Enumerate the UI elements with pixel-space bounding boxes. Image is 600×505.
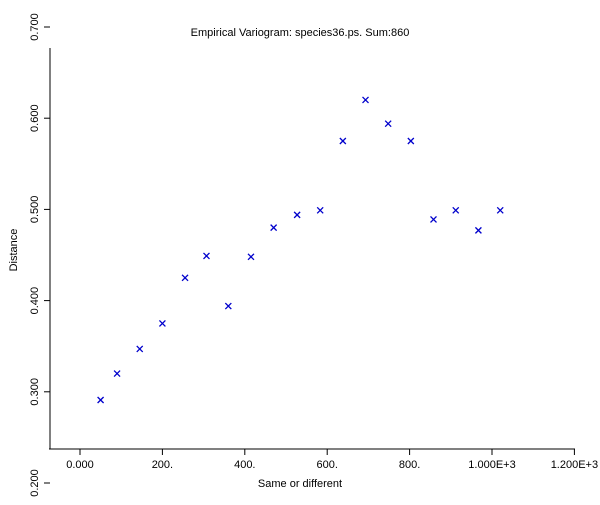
data-point (97, 396, 105, 404)
x-tick-label: 400. (234, 459, 255, 471)
data-point (384, 120, 392, 128)
x-tick-label: 0.000 (66, 459, 94, 471)
data-point (316, 206, 324, 214)
data-point (247, 253, 255, 261)
data-point (270, 224, 278, 232)
data-point (136, 345, 144, 353)
x-tick-label: 1.200E+3 (551, 459, 598, 471)
x-tick-label: 200. (152, 459, 173, 471)
y-axis-label: Distance (8, 229, 20, 272)
y-tick-label: 0.400 (29, 287, 41, 315)
y-axis-ticks: 0.200 0.300 0.400 0.500 0.600 0.700 (29, 13, 50, 497)
data-point (203, 252, 210, 260)
data-point (293, 211, 301, 219)
data-point (158, 319, 166, 327)
x-tick-label: 800. (399, 459, 420, 471)
data-point (496, 206, 504, 214)
data-point (430, 215, 437, 223)
y-tick-label: 0.200 (29, 469, 41, 497)
data-point (181, 274, 189, 282)
y-tick-label: 0.600 (29, 104, 41, 132)
data-points (97, 96, 504, 404)
data-point (339, 137, 347, 145)
y-tick-label: 0.500 (29, 196, 41, 224)
x-tick-label: 1.000E+3 (468, 459, 515, 471)
data-point (224, 302, 232, 310)
chart-title: Empirical Variogram: species36.ps. Sum:8… (191, 27, 410, 39)
y-tick-label: 0.700 (29, 13, 41, 41)
data-point (362, 96, 369, 104)
data-point (407, 137, 415, 145)
x-axis-ticks: 0.000 200. 400. 600. 800. 1.000E+3 1.200E+3 (66, 449, 598, 471)
data-point (474, 226, 482, 234)
x-axis-label: Same or different (258, 478, 342, 490)
y-tick-label: 0.300 (29, 378, 41, 406)
data-point (452, 206, 460, 214)
x-tick-label: 600. (316, 459, 337, 471)
data-point (113, 370, 121, 378)
